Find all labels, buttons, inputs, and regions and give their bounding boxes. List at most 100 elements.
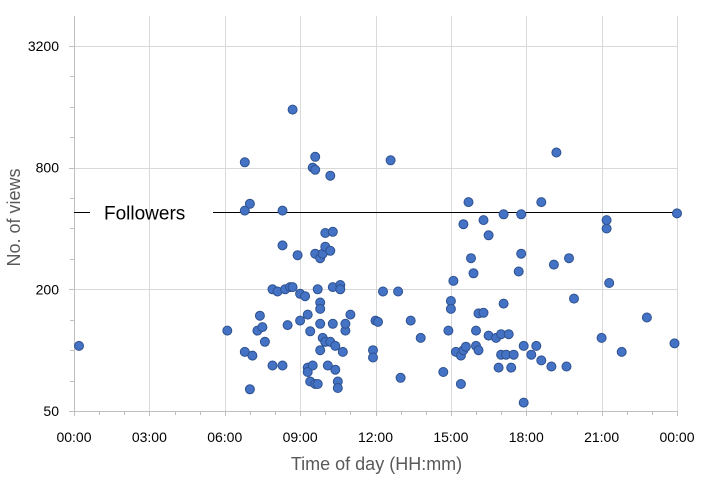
data-point <box>325 170 336 181</box>
data-point <box>473 345 484 356</box>
x-tick-label: 09:00 <box>283 429 318 445</box>
x-tick-label: 15:00 <box>433 429 468 445</box>
data-point <box>518 397 529 408</box>
data-point <box>315 345 326 356</box>
data-point <box>254 310 265 321</box>
data-point <box>561 361 572 372</box>
data-point <box>310 151 321 162</box>
data-point <box>222 325 233 336</box>
data-point <box>531 340 542 351</box>
x-tick-label: 12:00 <box>358 429 393 445</box>
data-point <box>516 248 527 259</box>
data-point <box>551 147 562 158</box>
data-point <box>455 379 466 389</box>
y-axis-title: No. of views <box>4 168 24 266</box>
data-point <box>616 346 627 357</box>
data-point <box>596 332 607 343</box>
data-point <box>277 205 288 216</box>
data-point <box>330 340 341 351</box>
data-point <box>292 250 303 261</box>
data-point <box>287 282 298 293</box>
y-tick-labels: 50 200 800 3200 <box>28 38 59 419</box>
data-point <box>74 340 84 351</box>
data-point <box>239 205 250 216</box>
data-point <box>307 360 318 371</box>
data-point <box>244 198 255 209</box>
data-point <box>471 325 481 336</box>
data-point <box>345 309 356 320</box>
data-point <box>315 318 326 329</box>
data-point <box>277 360 288 371</box>
data-point <box>373 316 383 327</box>
data-point <box>244 384 255 395</box>
data-point <box>385 155 396 166</box>
x-tick-label: 00:00 <box>56 429 91 445</box>
data-point <box>536 355 547 366</box>
data-point <box>393 286 404 297</box>
data-point <box>327 226 338 237</box>
data-point <box>483 230 494 241</box>
data-point <box>548 259 559 270</box>
data-point <box>305 326 316 337</box>
data-point <box>310 164 321 175</box>
followers-label: Followers <box>104 204 185 225</box>
data-point <box>478 307 489 318</box>
data-point <box>526 349 537 360</box>
data-point <box>569 293 579 304</box>
data-point <box>322 360 333 371</box>
data-point <box>503 329 514 340</box>
x-axis-title: Time of day (HH:mm) <box>291 454 462 474</box>
data-point <box>327 318 338 329</box>
x-tick-label: 21:00 <box>584 429 619 445</box>
data-point <box>368 352 378 363</box>
data-point <box>300 291 311 302</box>
y-tick-label: 800 <box>36 160 60 176</box>
y-tick-label: 3200 <box>28 38 59 54</box>
data-point <box>378 286 388 297</box>
data-point <box>282 320 293 331</box>
data-point <box>330 364 341 375</box>
data-point <box>335 284 346 295</box>
x-tick-label: 00:00 <box>659 429 694 445</box>
data-point <box>508 349 519 360</box>
data-point <box>672 208 682 219</box>
data-point <box>513 266 524 277</box>
grid-lines <box>74 16 678 411</box>
data-point <box>312 284 323 295</box>
data-point <box>438 367 449 377</box>
data-points <box>74 104 682 408</box>
data-point <box>259 336 270 347</box>
data-point <box>287 104 298 115</box>
data-point <box>536 197 547 208</box>
data-point <box>458 219 469 230</box>
data-point <box>564 253 574 264</box>
data-point <box>445 303 456 314</box>
data-point <box>257 322 268 333</box>
data-point <box>669 338 680 349</box>
data-point <box>466 253 476 264</box>
y-tick-label: 200 <box>36 281 60 297</box>
x-tick-label: 18:00 <box>509 429 544 445</box>
data-point <box>325 245 336 256</box>
data-point <box>516 209 527 220</box>
data-point <box>337 346 348 357</box>
data-point <box>267 360 278 371</box>
data-point <box>604 278 615 288</box>
data-point <box>415 332 426 343</box>
data-point <box>601 215 612 226</box>
data-point <box>601 223 612 234</box>
data-point <box>239 157 250 168</box>
data-point <box>478 215 489 226</box>
data-point <box>641 312 652 323</box>
data-point <box>340 318 351 329</box>
data-point <box>395 372 406 383</box>
data-point <box>247 350 258 361</box>
data-point <box>460 341 471 352</box>
data-point <box>448 275 459 286</box>
x-tick-labels: 00:00 03:00 06:00 09:00 12:00 15:00 18:00 21:00… <box>56 429 694 445</box>
data-point <box>405 315 416 326</box>
data-point <box>498 298 509 309</box>
y-tick-label: 50 <box>43 403 59 419</box>
data-point <box>295 315 306 326</box>
